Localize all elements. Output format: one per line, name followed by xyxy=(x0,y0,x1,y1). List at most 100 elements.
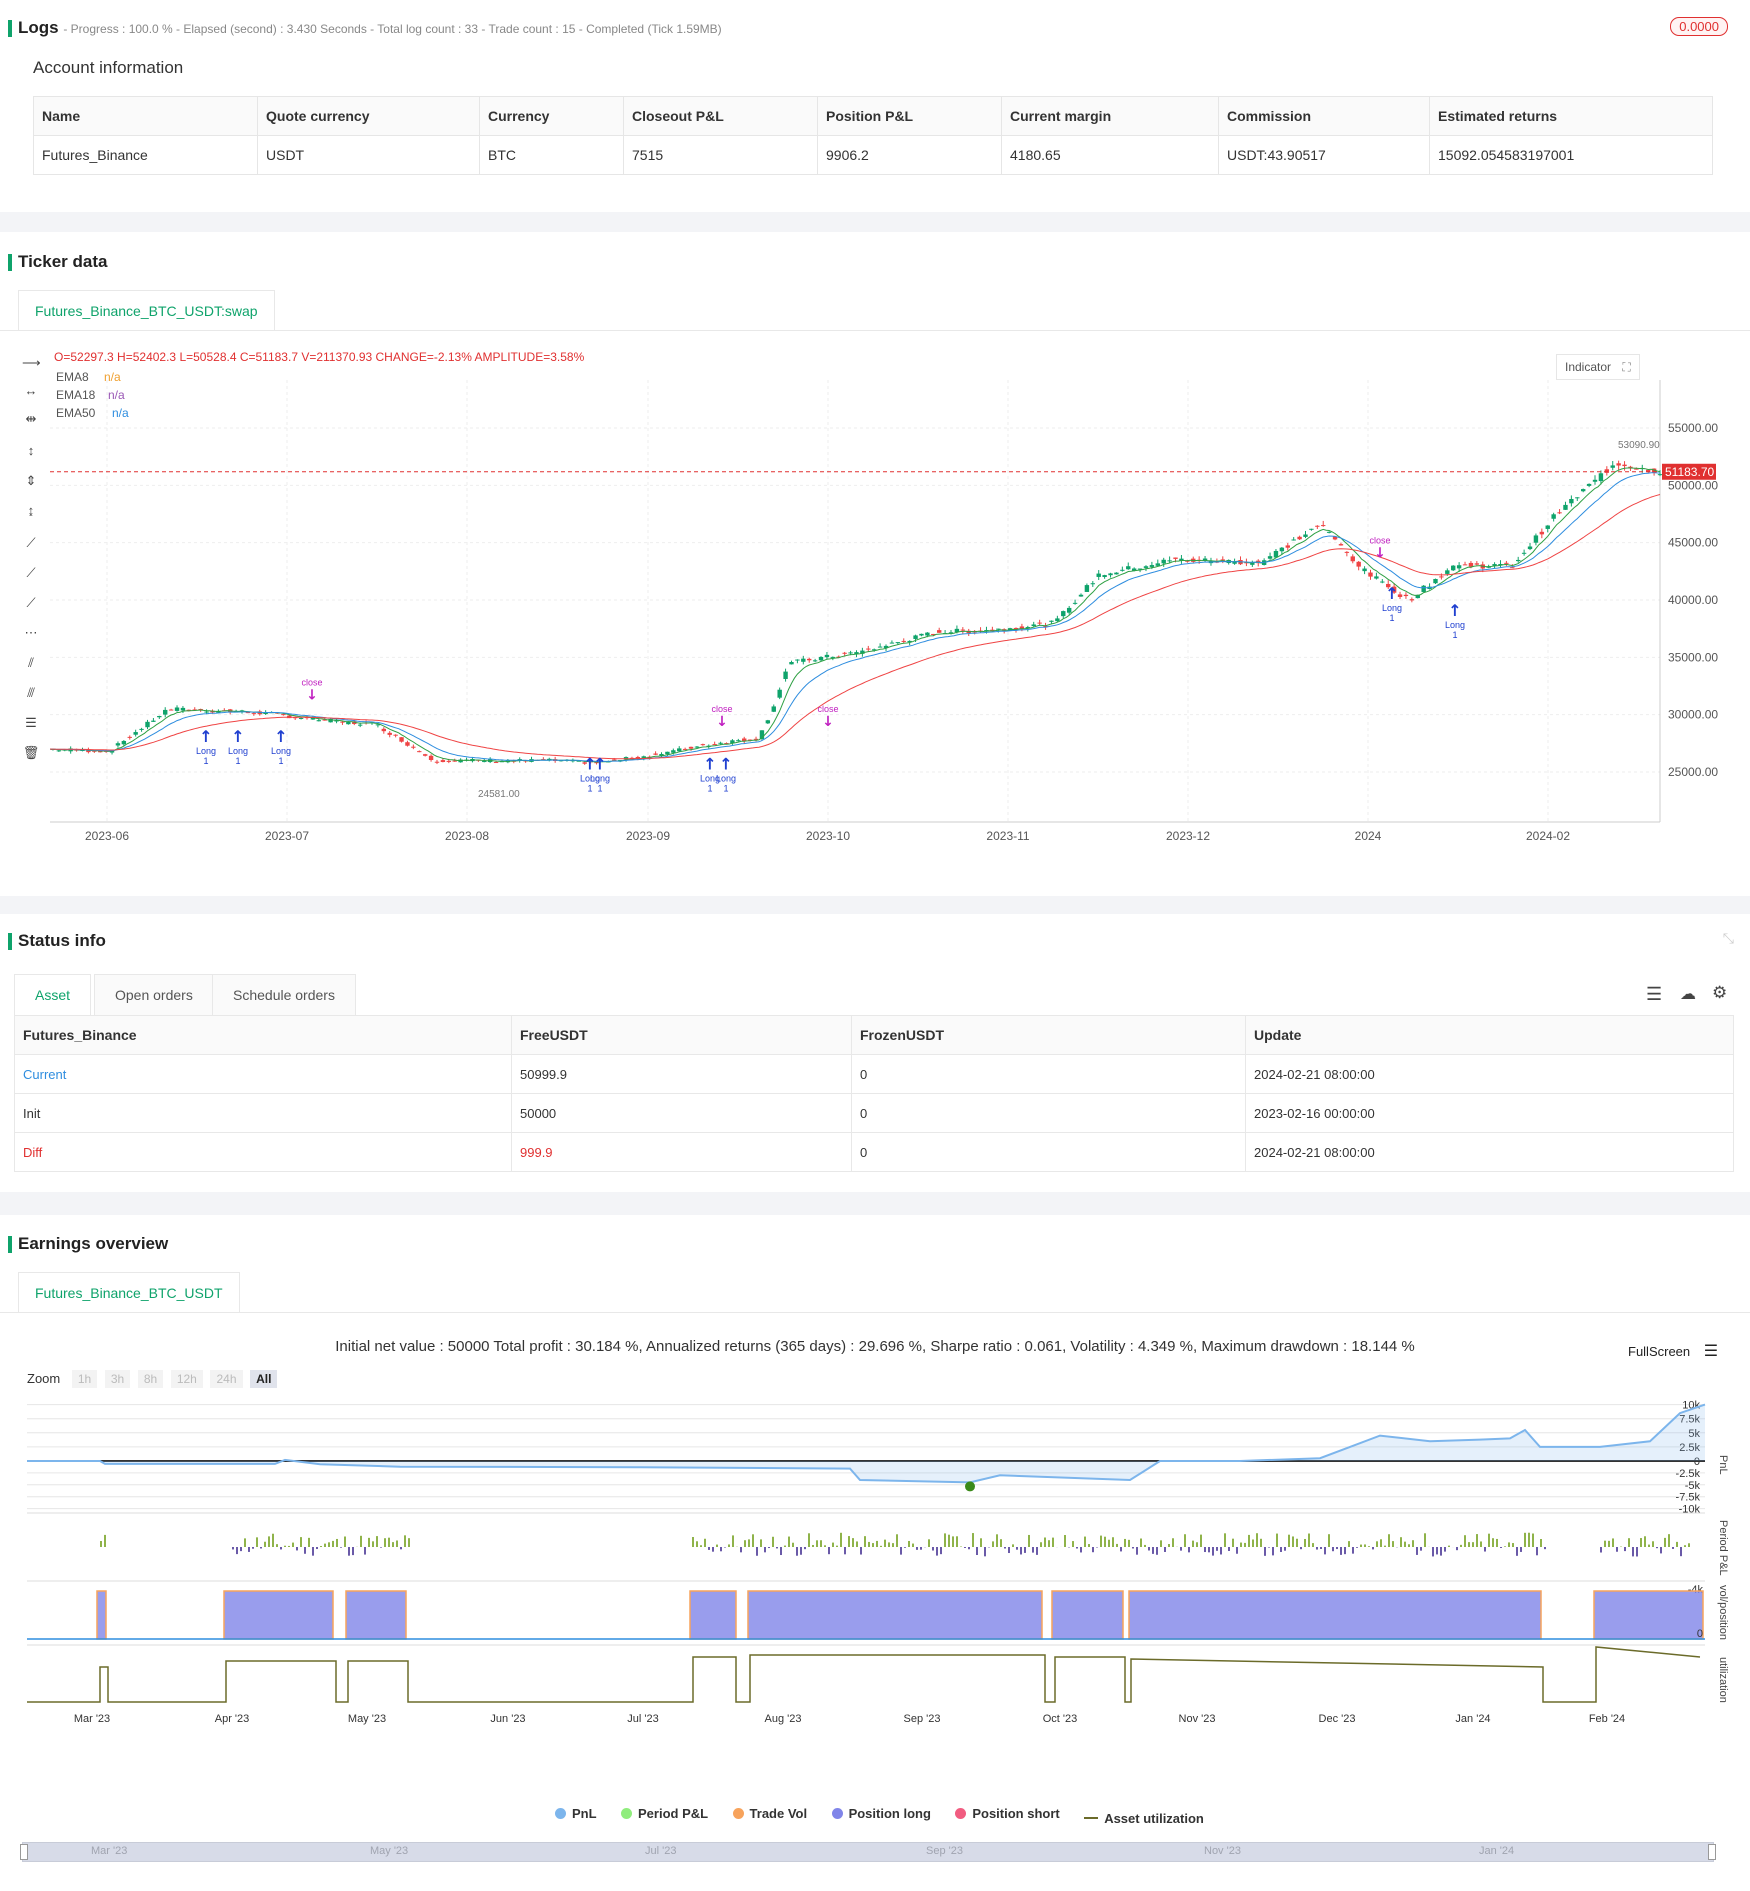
zoom-1h[interactable]: 1h xyxy=(71,1370,98,1388)
period-pnl-bar xyxy=(1412,1540,1414,1547)
candle xyxy=(1610,465,1615,468)
candle xyxy=(1108,573,1113,576)
period-pnl-bar xyxy=(1072,1541,1074,1547)
tab-schedule-orders[interactable]: Schedule orders xyxy=(212,974,356,1015)
tab-open-orders[interactable]: Open orders xyxy=(94,974,214,1015)
legend-pnl[interactable]: PnL xyxy=(555,1806,597,1821)
period-pnl-bar xyxy=(1256,1533,1258,1547)
candle xyxy=(1267,556,1273,559)
long-signal-count: 1 xyxy=(1452,630,1457,640)
period-pnl-bar xyxy=(1464,1535,1466,1547)
fullscreen-button[interactable]: FullScreen ☰ xyxy=(1628,1343,1719,1360)
period-pnl-bar xyxy=(388,1537,390,1547)
period-pnl-bar xyxy=(1124,1538,1126,1547)
earnings-chart[interactable]: 15k12.5k10k7.5k5k2.5k0-2.5k-5k-7.5k-10kP… xyxy=(0,1395,1750,1865)
candle xyxy=(925,632,930,636)
zoom-3h[interactable]: 3h xyxy=(104,1370,131,1388)
period-pnl-bar xyxy=(1644,1536,1646,1547)
long-arrow-icon: ↑ xyxy=(703,755,716,774)
period-pnl-bar xyxy=(1368,1546,1370,1547)
candle xyxy=(198,708,203,710)
fib-line-icon[interactable]: ⫻ xyxy=(27,685,35,700)
period-pnl-bar xyxy=(1336,1547,1338,1550)
candle xyxy=(1575,497,1580,499)
legend-position-long[interactable]: Position long xyxy=(831,1806,931,1821)
ray-line-icon[interactable]: ⟋ xyxy=(26,565,36,580)
candle xyxy=(1421,585,1426,592)
vertical-ray-icon[interactable]: ↨ xyxy=(27,503,35,518)
gear-icon[interactable]: ⚙ xyxy=(1712,983,1728,1002)
period-pnl-bar xyxy=(360,1535,362,1547)
period-pnl-bar xyxy=(1244,1542,1246,1547)
long-signal-count: 1 xyxy=(587,784,592,794)
parallel-line-icon[interactable]: ⫽ xyxy=(28,655,34,670)
candle xyxy=(1539,531,1545,535)
period-pnl-bar xyxy=(344,1536,346,1547)
period-pnl-bar xyxy=(936,1547,938,1556)
period-pnl-bar xyxy=(1196,1542,1198,1547)
straight-line-icon[interactable]: ⟋ xyxy=(26,595,36,610)
legend-asset-utilization[interactable]: Asset utilization xyxy=(1084,1811,1204,1826)
scroll-handle-right[interactable] xyxy=(1708,1844,1716,1860)
period-pnl-bar xyxy=(1456,1547,1458,1551)
candle xyxy=(405,742,410,746)
zoom-24h[interactable]: 24h xyxy=(210,1370,243,1388)
period-pnl-bar xyxy=(768,1547,770,1549)
tab-ticker-symbol[interactable]: Futures_Binance_BTC_USDT:swap xyxy=(18,290,275,331)
position-long-block xyxy=(1051,1590,1124,1640)
fib-retracement-icon[interactable]: ☰ xyxy=(25,715,37,730)
candlestick-chart[interactable]: 55000.00 50000.00 45000.00 40000.00 35000.00… xyxy=(0,350,1750,870)
logs-badge[interactable]: 0.0000 xyxy=(1670,17,1728,36)
long-arrow-icon: ↑ xyxy=(274,727,287,746)
period-pnl-bar xyxy=(1668,1534,1670,1547)
collapse-icon[interactable]: ⤡ xyxy=(1722,930,1734,946)
vertical-line-icon[interactable]: ↕ xyxy=(27,443,35,458)
tab-asset[interactable]: Asset xyxy=(14,974,92,1015)
menu-icon[interactable]: ☰ xyxy=(1703,1343,1719,1360)
period-pnl-bar xyxy=(1416,1547,1418,1555)
vertical-segment-icon[interactable]: ⇕ xyxy=(25,473,37,488)
scroll-handle-left[interactable] xyxy=(20,1844,28,1860)
zoom-8h[interactable]: 8h xyxy=(137,1370,164,1388)
cloud-download-icon[interactable]: ☁ xyxy=(1680,986,1696,1003)
row-label-current[interactable]: Current xyxy=(14,1054,512,1094)
price-line-icon[interactable]: ⋯ xyxy=(24,625,38,640)
period-pnl-bar xyxy=(1180,1547,1182,1551)
legend-trade-vol[interactable]: Trade Vol xyxy=(732,1806,807,1821)
indicator-button[interactable]: Indicator ⛶ xyxy=(1556,354,1640,380)
candle xyxy=(1551,514,1556,519)
horizontal-line-icon[interactable]: ↔ xyxy=(24,383,38,398)
earnings-panel: Earnings overview Futures_Binance_BTC_US… xyxy=(0,1215,1750,1891)
period-pnl-bar xyxy=(1320,1547,1322,1550)
tab-earnings-symbol[interactable]: Futures_Binance_BTC_USDT xyxy=(18,1272,240,1313)
trend-line-icon[interactable]: ⟋ xyxy=(26,535,36,550)
legend-position-short[interactable]: Position short xyxy=(955,1806,1060,1821)
candle xyxy=(1291,539,1296,541)
candle xyxy=(180,707,186,711)
horizontal-ray-icon[interactable]: ⟶ xyxy=(22,355,41,370)
table-row: Current 50999.9 0 2024-02-21 08:00:00 xyxy=(14,1054,1734,1094)
list-icon[interactable]: ☰ xyxy=(1646,984,1663,1004)
asset-col: Futures_Binance xyxy=(14,1015,512,1055)
period-pnl-bar xyxy=(376,1536,378,1547)
candle xyxy=(818,656,824,661)
vol-axis-title: vol/position xyxy=(1717,1585,1729,1640)
pnl-tick-label: 5k xyxy=(1688,1428,1700,1440)
period-pnl-bar xyxy=(996,1534,998,1547)
candle xyxy=(759,730,765,740)
close-signal-label: close xyxy=(817,704,838,714)
time-tick-label: Jan '24 xyxy=(1455,1713,1490,1725)
pnl-line xyxy=(27,1403,1706,1484)
expand-icon[interactable]: ⛶ xyxy=(1622,360,1631,374)
candle xyxy=(399,737,404,742)
trash-icon[interactable]: 🗑 xyxy=(22,745,40,760)
pnl-tick-label: -10k xyxy=(1679,1504,1701,1516)
zoom-all[interactable]: All xyxy=(250,1370,278,1388)
time-tick-label: Aug '23 xyxy=(765,1713,802,1725)
horizontal-segment-icon[interactable]: ⇹ xyxy=(25,411,37,426)
legend-period-pnl[interactable]: Period P&L xyxy=(621,1806,708,1821)
period-pnl-bar xyxy=(1492,1538,1494,1547)
zoom-12h[interactable]: 12h xyxy=(170,1370,203,1388)
ticker-panel: Ticker data Futures_Binance_BTC_USDT:swa… xyxy=(0,232,1750,896)
navigator-scrollbar[interactable]: Mar '23 May '23 Jul '23 Sep '23 Nov '23 … xyxy=(20,1842,1716,1862)
